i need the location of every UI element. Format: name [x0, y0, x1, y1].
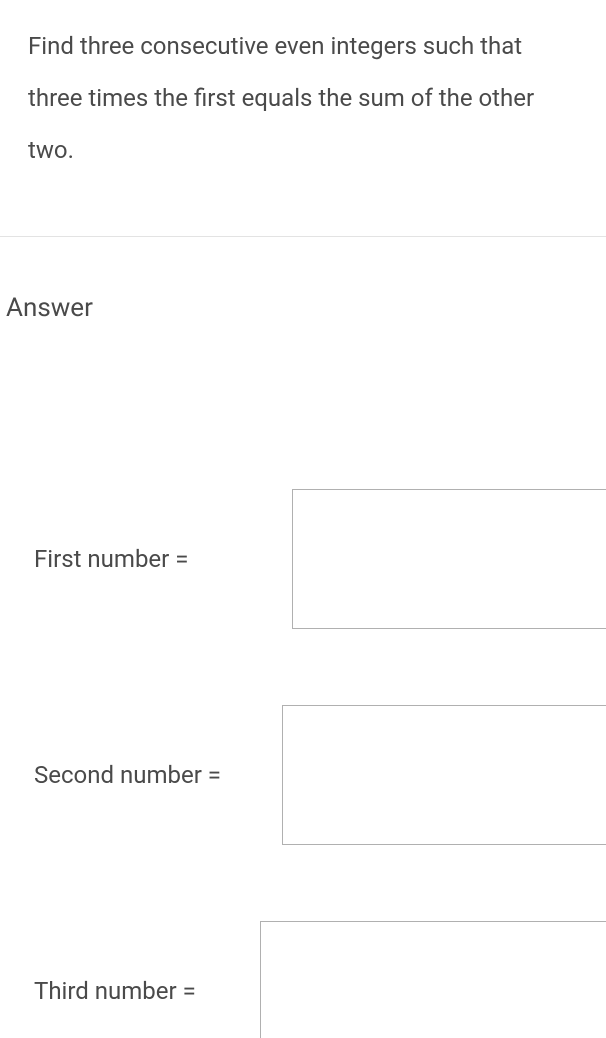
first-number-label: First number =	[34, 545, 292, 573]
first-number-input[interactable]	[292, 489, 606, 629]
second-number-input-wrap	[282, 705, 606, 845]
third-number-input-wrap	[260, 921, 606, 1038]
first-number-row: First number =	[0, 489, 606, 629]
question-text: Find three consecutive even integers suc…	[0, 0, 606, 176]
third-number-input[interactable]	[260, 921, 606, 1038]
section-divider	[0, 236, 606, 237]
first-number-input-wrap	[292, 489, 606, 629]
second-number-label: Second number =	[34, 761, 282, 789]
third-number-row: Third number =	[0, 921, 606, 1038]
second-number-row: Second number =	[0, 705, 606, 845]
worksheet-page: Find three consecutive even integers suc…	[0, 0, 606, 1038]
third-number-label: Third number =	[34, 977, 260, 1005]
answer-inputs-area: First number = Second number = Third num…	[0, 489, 606, 1038]
second-number-input[interactable]	[282, 705, 606, 845]
answer-heading: Answer	[0, 245, 606, 323]
